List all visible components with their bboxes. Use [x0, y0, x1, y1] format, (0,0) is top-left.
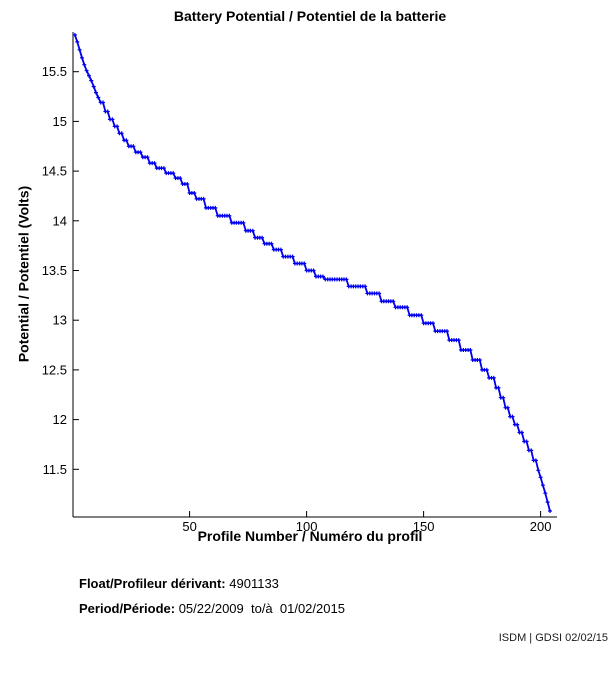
y-tick-label: 14 — [53, 213, 67, 228]
isdm-gdsi-stamp: ISDM | GDSI 02/02/15 — [498, 632, 608, 644]
float-id-label: Float/Profileur dérivant: — [79, 576, 226, 591]
x-axis-label: Profile Number / Numéro du profil — [197, 528, 423, 544]
y-tick-label: 14.5 — [42, 164, 67, 179]
float-id-value: 4901133 — [225, 576, 279, 591]
y-tick-label: 13 — [53, 313, 67, 328]
x-tick-label: 150 — [413, 519, 435, 534]
y-tick-label: 13.5 — [42, 263, 67, 278]
battery-series-line — [74, 34, 551, 512]
y-tick-label: 15 — [53, 114, 67, 129]
y-tick-label: 12 — [53, 412, 67, 427]
period-label: Period/Période: — [79, 601, 176, 616]
period-line: Period/Période: 05/22/2009 to/à 01/02/20… — [79, 601, 345, 616]
chart-title: Battery Potential / Potentiel de la batt… — [173, 8, 447, 24]
y-tick-label: 12.5 — [42, 362, 67, 377]
float-id-line: Float/Profileur dérivant: 4901133 — [79, 576, 279, 591]
y-tick-label: 15.5 — [42, 64, 67, 79]
battery-series-markers — [72, 32, 552, 513]
period-value: 05/22/2009 to/à 01/02/2015 — [175, 601, 345, 616]
x-tick-label: 50 — [182, 519, 196, 534]
x-tick-label: 200 — [530, 519, 552, 534]
x-tick-label: 100 — [296, 519, 318, 534]
y-tick-label: 11.5 — [43, 462, 67, 477]
